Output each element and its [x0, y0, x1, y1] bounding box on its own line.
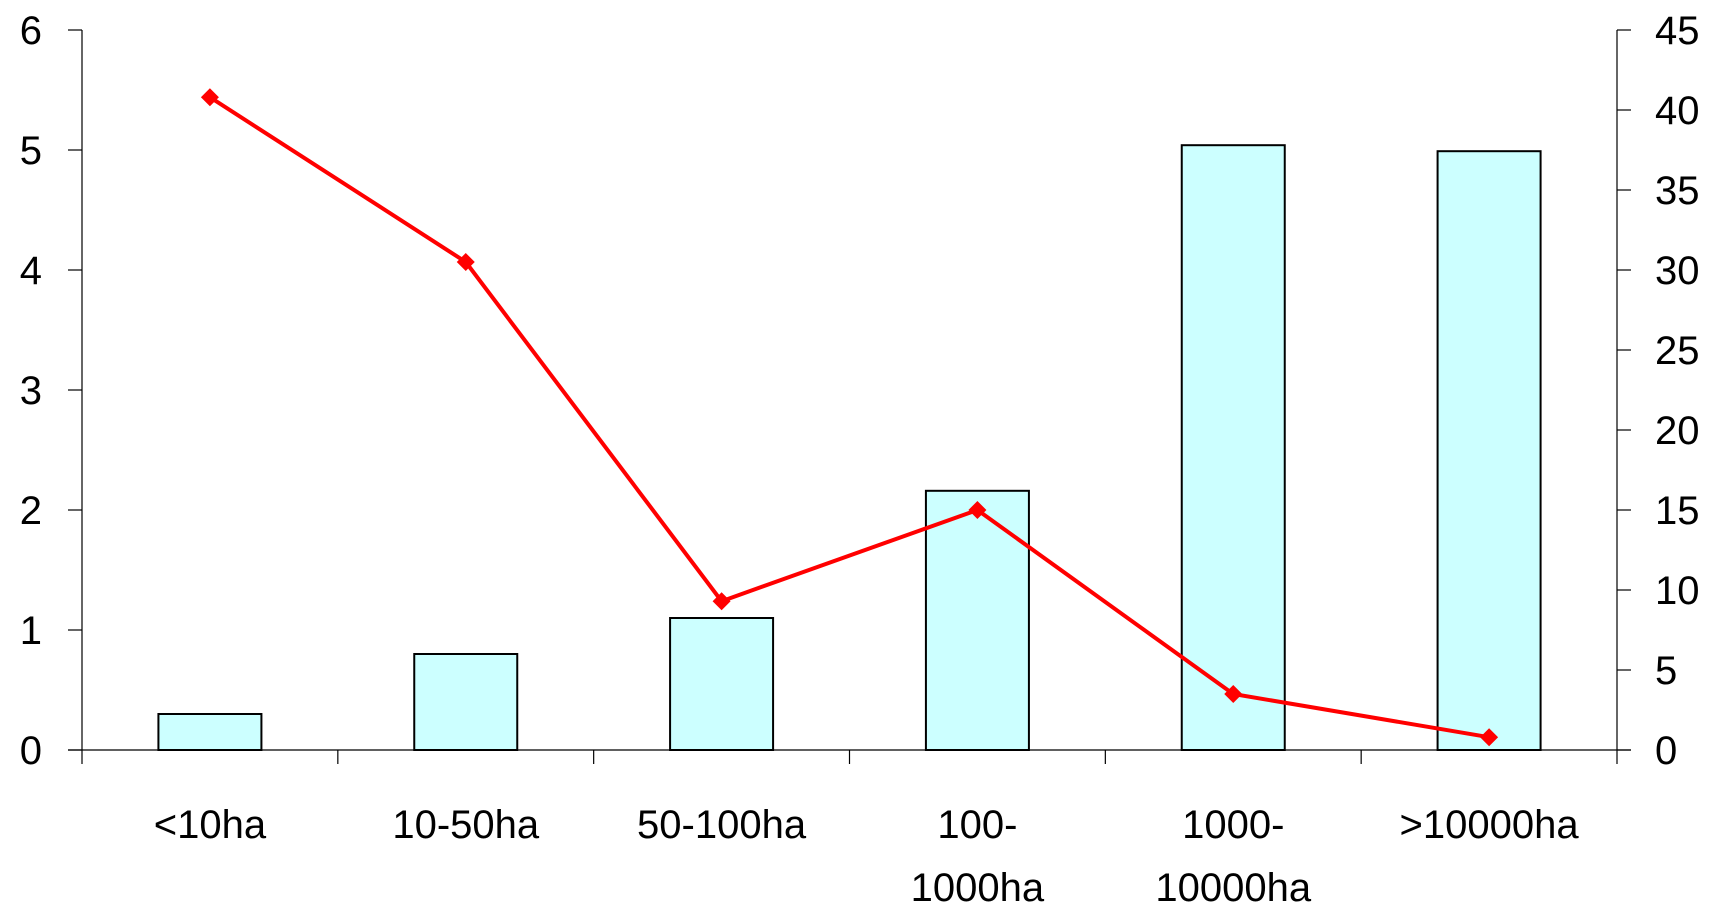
right-y-tick-label: 5 — [1655, 649, 1677, 693]
bar — [669, 617, 775, 751]
x-category-label: 50-100ha — [637, 803, 807, 847]
x-category-label: <10ha — [154, 803, 267, 847]
line-point-marker — [968, 501, 987, 519]
x-category-label: 10-50ha — [392, 803, 540, 847]
left-y-tick-label: 3 — [20, 369, 42, 413]
right-y-tick-label: 40 — [1655, 89, 1700, 133]
right-y-tick-label: 30 — [1655, 249, 1700, 293]
line-point-marker — [712, 592, 731, 611]
left-y-tick-label: 2 — [20, 489, 42, 533]
bar — [924, 489, 1030, 751]
line-series — [200, 88, 1499, 747]
line-point-marker — [456, 253, 475, 271]
bar-series — [157, 144, 1542, 751]
x-category-label: >10000ha — [1400, 803, 1580, 847]
right-y-tick-label: 45 — [1655, 9, 1700, 53]
left-y-tick-label: 0 — [20, 729, 42, 773]
left-y-tick-label: 1 — [20, 609, 42, 653]
category-labels: <10ha 10-50ha 50-100ha 100-1000ha 1000-10000… — [154, 803, 1580, 903]
left-y-tick-label: 5 — [20, 129, 42, 173]
bar — [1436, 150, 1542, 751]
left-y-tick-label: 6 — [20, 9, 42, 53]
right-y-tick-label: 0 — [1655, 729, 1677, 773]
left-y-tick-label: 4 — [20, 249, 42, 293]
series-line — [208, 95, 1490, 740]
x-category-label: 100-1000ha — [911, 803, 1045, 903]
bar — [1180, 144, 1286, 751]
line-point-marker — [1480, 728, 1499, 747]
right-y-tick-label: 25 — [1655, 329, 1700, 373]
right-y-tick-label: 15 — [1655, 489, 1700, 533]
bar — [413, 653, 519, 751]
right-y-tick-label: 20 — [1655, 409, 1700, 453]
right-y-tick-label: 35 — [1655, 169, 1700, 213]
x-category-label: 1000-10000ha — [1155, 803, 1311, 903]
bar — [157, 713, 263, 751]
line-point-marker — [200, 88, 219, 107]
right-y-tick-label: 10 — [1655, 569, 1700, 613]
line-point-marker — [1224, 685, 1243, 703]
